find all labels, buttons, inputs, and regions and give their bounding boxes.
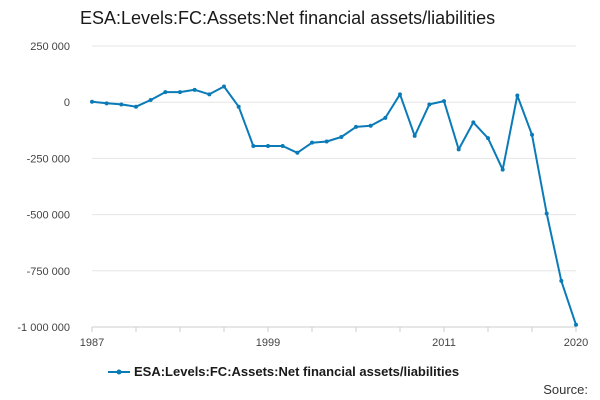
- data-point[interactable]: [104, 101, 109, 106]
- data-point[interactable]: [324, 139, 329, 144]
- data-point[interactable]: [119, 102, 124, 107]
- data-point[interactable]: [412, 133, 417, 138]
- data-point[interactable]: [530, 132, 534, 137]
- data-point[interactable]: [280, 144, 285, 149]
- data-point[interactable]: [178, 90, 182, 95]
- y-axis-tick-labels: 250 000 0 -250 000 -500 000 -750 000 -1 000 0…: [17, 41, 70, 334]
- data-point[interactable]: [427, 102, 432, 107]
- data-point[interactable]: [354, 124, 358, 129]
- data-point[interactable]: [486, 136, 490, 141]
- data-point[interactable]: [500, 167, 505, 172]
- chart-title: ESA:Levels:FC:Assets:Net financial asset…: [80, 8, 496, 28]
- data-point[interactable]: [368, 123, 373, 128]
- data-point[interactable]: [544, 211, 549, 216]
- data-point[interactable]: [442, 99, 446, 104]
- y-tick-label: -250 000: [27, 153, 70, 165]
- data-point[interactable]: [398, 92, 402, 97]
- data-point[interactable]: [456, 147, 461, 152]
- y-tick-label: -1 000 000: [17, 322, 70, 334]
- data-point[interactable]: [163, 90, 168, 95]
- data-point[interactable]: [310, 140, 314, 145]
- data-point[interactable]: [266, 144, 270, 149]
- y-tick-label: -750 000: [27, 266, 70, 278]
- axes: [91, 326, 577, 332]
- legend: ESA:Levels:FC:Assets:Net financial asset…: [108, 364, 459, 379]
- legend-line-marker: [108, 369, 130, 374]
- legend-point: [116, 369, 122, 374]
- data-point[interactable]: [148, 97, 153, 102]
- data-point[interactable]: [251, 144, 256, 149]
- y-tick-label: 250 000: [30, 41, 70, 53]
- legend-label: ESA:Levels:FC:Assets:Net financial asset…: [134, 364, 460, 379]
- data-point[interactable]: [90, 99, 94, 104]
- data-point[interactable]: [574, 322, 578, 327]
- data-point[interactable]: [383, 115, 388, 120]
- data-point[interactable]: [295, 150, 300, 155]
- data-point[interactable]: [471, 120, 476, 125]
- series-line: [91, 85, 577, 326]
- y-tick-label: -500 000: [27, 210, 70, 222]
- x-tick-label: 2011: [432, 337, 456, 349]
- x-tick-label: 2020: [564, 337, 588, 349]
- x-tick-label: 1987: [80, 337, 104, 349]
- data-point[interactable]: [192, 87, 197, 92]
- x-axis-tick-labels: 1987 1999 2011 2020: [80, 337, 588, 349]
- data-point[interactable]: [207, 92, 212, 97]
- data-point[interactable]: [339, 135, 344, 140]
- source-label: Source:: [543, 382, 588, 397]
- data-point[interactable]: [222, 84, 226, 89]
- x-tick-label: 1999: [256, 337, 280, 349]
- data-point[interactable]: [515, 93, 520, 98]
- data-point[interactable]: [236, 104, 241, 109]
- grid-lines: [92, 45, 576, 328]
- data-point[interactable]: [134, 104, 138, 109]
- data-point[interactable]: [559, 278, 564, 283]
- y-tick-label: 0: [64, 97, 70, 109]
- series-layer: [90, 84, 578, 327]
